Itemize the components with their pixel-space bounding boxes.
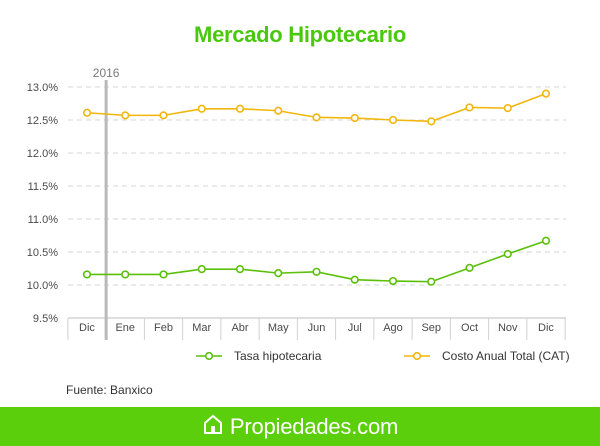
data-point-1 xyxy=(427,277,436,286)
data-point-1 xyxy=(312,267,321,276)
data-point-1 xyxy=(197,265,206,274)
data-point-1 xyxy=(541,236,551,245)
data-point-2 xyxy=(503,104,512,113)
data-point-2 xyxy=(82,108,92,117)
x-tick-label: Nov xyxy=(498,322,518,334)
source-label: Fuente: Banxico xyxy=(66,383,153,397)
data-point-2 xyxy=(235,104,245,113)
legend-label: Tasa hipotecaria xyxy=(234,349,322,363)
y-tick-label: 10.0% xyxy=(27,280,58,292)
data-point-1 xyxy=(465,263,474,272)
footer-brand-text: Propiedades.com xyxy=(229,413,399,439)
data-point-2 xyxy=(541,89,551,98)
legend-label: Costo Anual Total (CAT) xyxy=(442,349,570,363)
data-point-2 xyxy=(121,111,130,120)
y-tick-label: 12.0% xyxy=(27,148,58,160)
x-tick-label: Jun xyxy=(308,322,326,334)
chart-series xyxy=(82,89,551,286)
legend-swatch-marker xyxy=(204,351,214,361)
line-chart: 9.5% 10.0% 10.5% 11.0% 11.5% 12.0% 12.5% 13.0% D… xyxy=(27,66,570,363)
data-point-2 xyxy=(197,104,206,113)
data-point-1 xyxy=(274,269,283,278)
data-point-1 xyxy=(503,249,512,259)
y-tick-label: 11.0% xyxy=(28,214,59,226)
data-point-2 xyxy=(312,113,321,122)
data-point-2 xyxy=(427,117,436,126)
data-point-1 xyxy=(235,265,245,274)
y-tick-label: 13.0% xyxy=(27,82,58,94)
x-tick-label: Sep xyxy=(421,322,441,334)
x-tick-label: Ene xyxy=(115,322,135,334)
data-point-2 xyxy=(388,115,398,125)
data-point-2 xyxy=(274,106,283,115)
y-tick-label: 9.5% xyxy=(33,313,58,325)
footer-brand[interactable]: Propiedades.com xyxy=(202,412,398,442)
x-tick-label: Mar xyxy=(192,322,211,334)
data-point-2 xyxy=(159,111,168,120)
legend-swatch-marker xyxy=(412,351,422,361)
y-tick-label: 10.5% xyxy=(27,247,58,259)
data-point-1 xyxy=(159,270,168,279)
y-tick-label: 12.5% xyxy=(27,115,58,127)
x-tick-label: Jul xyxy=(348,322,362,334)
chart-grid xyxy=(68,86,566,286)
chart-title: Mercado Hipotecario xyxy=(194,22,406,47)
x-tick-label: Dic xyxy=(79,322,95,334)
data-point-1 xyxy=(82,270,92,279)
year-marker-label: 2016 xyxy=(93,66,120,80)
y-tick-label: 11.5% xyxy=(28,181,59,193)
house-outline-icon xyxy=(202,412,224,442)
chart-axes: 9.5% 10.0% 10.5% 11.0% 11.5% 12.0% 12.5% 13.0% D… xyxy=(27,82,566,340)
x-tick-label: Oct xyxy=(461,322,478,334)
x-tick-label: Abr xyxy=(231,322,248,334)
data-point-2 xyxy=(350,113,359,123)
year-marker: 2016 xyxy=(93,66,120,340)
data-point-1 xyxy=(121,270,130,279)
data-point-1 xyxy=(388,276,398,286)
x-tick-label: Dic xyxy=(538,322,554,334)
x-tick-label: Feb xyxy=(154,322,173,334)
data-point-1 xyxy=(350,275,359,284)
data-point-2 xyxy=(465,103,474,112)
chart-legend: Tasa hipotecaria Costo Anual Total (CAT) xyxy=(196,349,570,363)
x-tick-label: May xyxy=(268,322,289,334)
x-tick-label: Ago xyxy=(383,322,403,334)
footer-bar: Propiedades.com xyxy=(0,407,600,446)
